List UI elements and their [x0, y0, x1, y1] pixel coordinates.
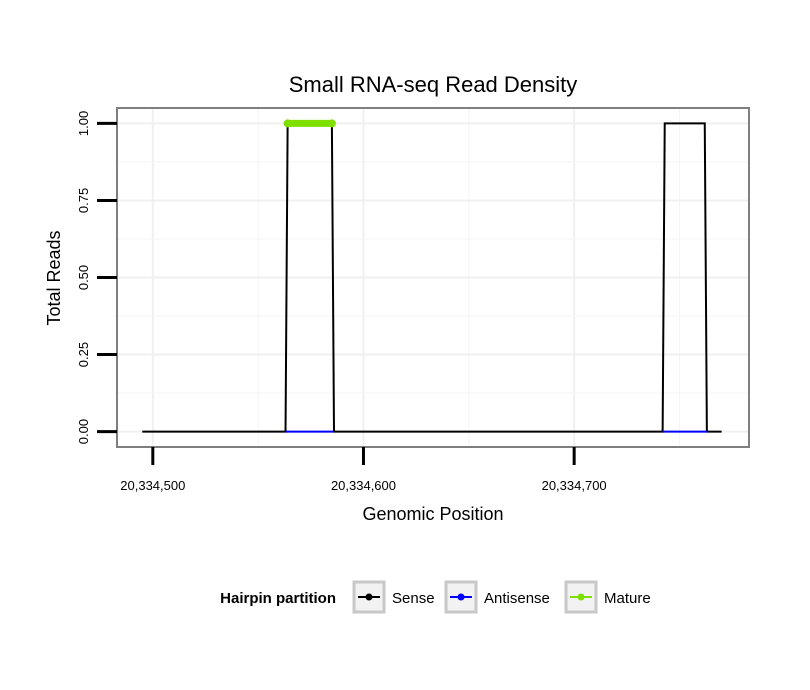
y-axis-title: Total Reads — [44, 230, 64, 325]
mature-series-point — [283, 119, 292, 128]
y-tick-label: 0.00 — [76, 419, 91, 444]
mature-series-point — [327, 119, 336, 128]
grid-layer — [117, 108, 749, 447]
y-tick-label: 0.50 — [76, 265, 91, 290]
legend-label: Antisense — [484, 590, 550, 607]
x-axis-title: Genomic Position — [362, 504, 503, 524]
y-tick-label: 0.25 — [76, 342, 91, 367]
x-tick-label: 20,334,700 — [542, 478, 607, 493]
sense-series-line — [142, 122, 722, 433]
legend-item-antisense: Antisense — [444, 580, 550, 614]
legend-key-point — [365, 593, 373, 601]
legend-item-sense: Sense — [352, 580, 435, 614]
legend-key-point — [577, 593, 585, 601]
x-tick-label: 20,334,600 — [331, 478, 396, 493]
y-tick-label: 0.75 — [76, 188, 91, 213]
legend-items: Sense Antisense Mature — [352, 580, 651, 614]
legend-key-point — [457, 593, 465, 601]
x-tick-label: 20,334,500 — [120, 478, 185, 493]
x-axis: 20,334,500 20,334,600 20,334,700 — [120, 447, 607, 493]
series-layer — [142, 119, 722, 433]
y-axis: 0.00 0.25 0.50 0.75 1.00 — [76, 111, 117, 444]
legend-key — [444, 580, 478, 614]
legend-title: Hairpin partition — [220, 590, 336, 607]
legend-label: Sense — [392, 590, 435, 607]
y-tick-label: 1.00 — [76, 111, 91, 136]
chart-title: Small RNA-seq Read Density — [289, 72, 578, 97]
legend-item-mature: Mature — [564, 580, 651, 614]
legend: Hairpin partition Sense Antisense Mature — [220, 580, 651, 614]
legend-label: Mature — [604, 590, 651, 607]
